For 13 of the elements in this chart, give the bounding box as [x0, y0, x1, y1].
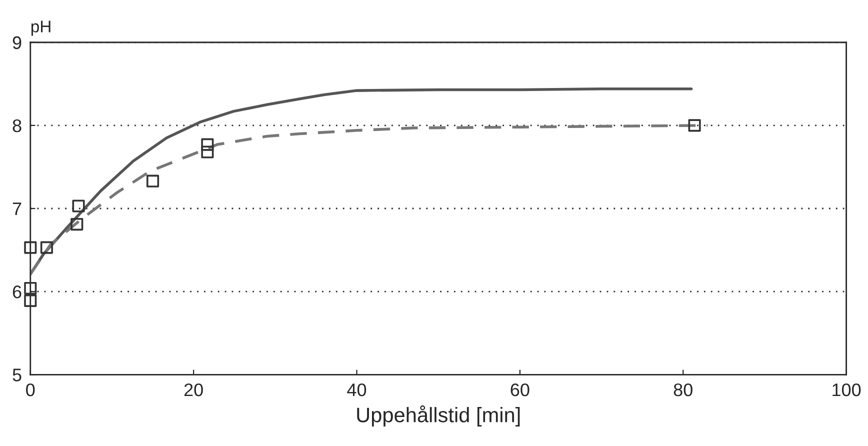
y-axis-title: pH	[31, 20, 50, 36]
x-tick-label: 40	[347, 383, 366, 396]
x-tick-label: 80	[674, 383, 692, 396]
x-axis-title: Uppehållstid [min]	[357, 405, 520, 426]
y-tick-label: 9	[12, 36, 22, 50]
x-tick-label: 100	[832, 383, 861, 396]
y-tick-label: 5	[12, 368, 22, 382]
y-tick-label: 7	[12, 202, 22, 216]
y-tick-label: 8	[12, 119, 22, 132]
x-tick-label: 0	[26, 383, 35, 396]
x-tick-label: 20	[184, 383, 203, 396]
x-tick-label: 60	[510, 383, 530, 396]
y-tick-label: 6	[12, 286, 22, 298]
